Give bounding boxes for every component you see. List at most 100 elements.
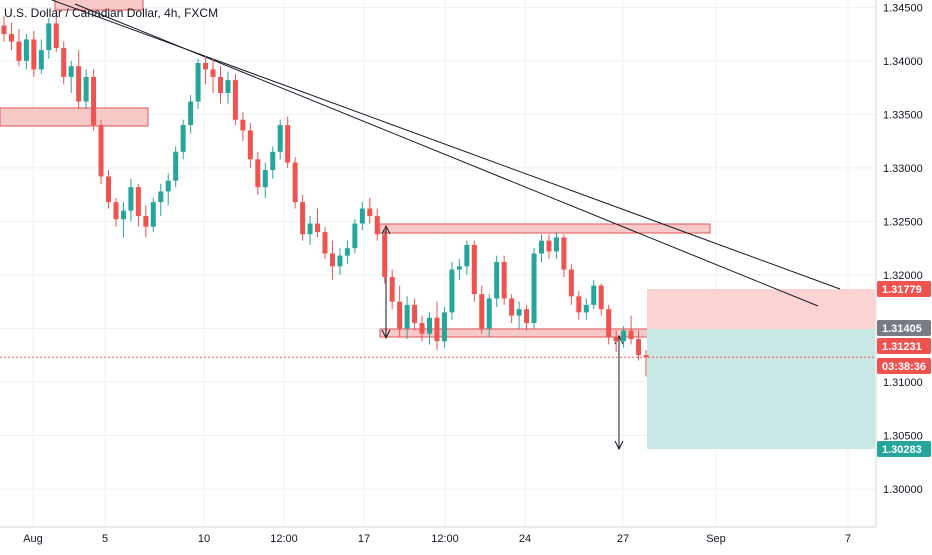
candle-body <box>613 336 619 342</box>
candle-body <box>434 317 440 342</box>
candle-body <box>606 309 612 337</box>
candle-body <box>195 63 201 102</box>
price-tick-label: 1.30500 <box>883 430 923 442</box>
candle-body <box>180 125 186 152</box>
symbol-title: U.S. Dollar / Canadian Dollar, 4h, FXCM <box>4 6 219 20</box>
candle-body <box>404 304 410 329</box>
projection-arrow-head-bottom <box>614 440 624 451</box>
candle-body <box>113 202 119 220</box>
range-arrow-head-bottom <box>381 329 391 340</box>
candle-body <box>456 266 462 270</box>
resistance-zone-top-left[interactable] <box>54 0 144 11</box>
price-label-text-stop: 1.31779 <box>882 284 922 296</box>
candle-body <box>538 240 544 254</box>
range-arrow-head-top <box>381 224 391 235</box>
candle-body <box>68 66 74 77</box>
drawings[interactable] <box>0 0 875 451</box>
candle-body <box>203 63 209 70</box>
candle-body <box>479 294 485 329</box>
candle-body <box>120 210 126 220</box>
stop-loss-area[interactable] <box>647 289 875 329</box>
candle-body <box>516 309 522 316</box>
time-tick-label: Sep <box>706 533 726 545</box>
candle-body <box>143 216 149 227</box>
price-label-stop <box>877 281 931 297</box>
price-tick-label: 1.33000 <box>883 163 923 175</box>
candle-body <box>83 76 89 102</box>
candle-body <box>255 159 261 188</box>
candle-body <box>389 277 395 302</box>
candle-body <box>1 25 7 35</box>
candle-body <box>397 301 403 329</box>
candle-body <box>8 34 14 42</box>
price-tick-label: 1.34500 <box>883 2 923 14</box>
candle-body <box>449 269 455 313</box>
time-tick-label: 12:00 <box>431 533 459 545</box>
candle-body <box>427 317 433 334</box>
price-label-text-entry: 1.31405 <box>882 323 922 335</box>
time-tick-label: 12:00 <box>270 533 298 545</box>
time-tick-label: 17 <box>358 533 370 545</box>
price-label-entry <box>877 320 931 336</box>
candle-body <box>419 323 425 334</box>
candle-body <box>568 269 574 297</box>
candle-body <box>494 262 500 299</box>
grid <box>0 0 876 527</box>
trendline-lower[interactable] <box>74 3 819 307</box>
candle-body <box>38 50 44 70</box>
candle-body <box>524 309 530 324</box>
candle-body <box>591 285 597 305</box>
candle-body <box>53 23 59 49</box>
candle-body <box>344 248 350 256</box>
candle-body <box>337 255 343 267</box>
candle-body <box>359 208 365 224</box>
candle-body <box>16 41 22 61</box>
candle-body <box>553 237 559 252</box>
candle-body <box>232 80 238 120</box>
candle-body <box>165 180 171 192</box>
price-label-text-countdown: 03:38:36 <box>882 361 926 373</box>
candle-body <box>188 101 194 126</box>
candle-body <box>441 312 447 342</box>
range-top-zone[interactable] <box>375 223 711 234</box>
price-label-last <box>877 338 931 354</box>
candle-body <box>46 23 52 51</box>
candle-body <box>531 253 537 324</box>
candle-body <box>61 48 67 77</box>
price-label-text-last: 1.31231 <box>882 341 922 353</box>
candle-body <box>23 39 29 61</box>
take-profit-area[interactable] <box>647 329 875 449</box>
price-tick-label: 1.30000 <box>883 484 923 496</box>
price-label-countdown <box>877 358 931 374</box>
candle-body <box>329 253 335 267</box>
candle-body <box>135 187 141 217</box>
candle-body <box>210 69 216 77</box>
candle-body <box>621 330 627 342</box>
candle-body <box>643 355 649 358</box>
time-tick-label: 5 <box>102 533 108 545</box>
resistance-zone-left[interactable] <box>0 107 149 127</box>
candle-body <box>106 176 112 203</box>
candle-body <box>576 296 582 313</box>
candle-body <box>292 162 298 203</box>
candle-body <box>225 80 231 93</box>
candle-body <box>501 262 507 299</box>
candle-body <box>277 125 283 152</box>
candle-body <box>300 202 306 235</box>
candle-body <box>91 76 97 126</box>
candle-body <box>307 223 313 235</box>
candle-body <box>270 151 276 171</box>
time-tick-label: 7 <box>845 533 851 545</box>
time-tick-label: 24 <box>519 533 531 545</box>
candle-body <box>509 298 515 316</box>
time-tick-label: 27 <box>617 533 629 545</box>
trendline-upper[interactable] <box>51 0 841 290</box>
candle-body <box>471 244 477 295</box>
candle-body <box>546 240 552 252</box>
candle-body <box>262 170 268 188</box>
candle-body <box>382 234 388 278</box>
price-tick-label: 1.34000 <box>883 56 923 68</box>
